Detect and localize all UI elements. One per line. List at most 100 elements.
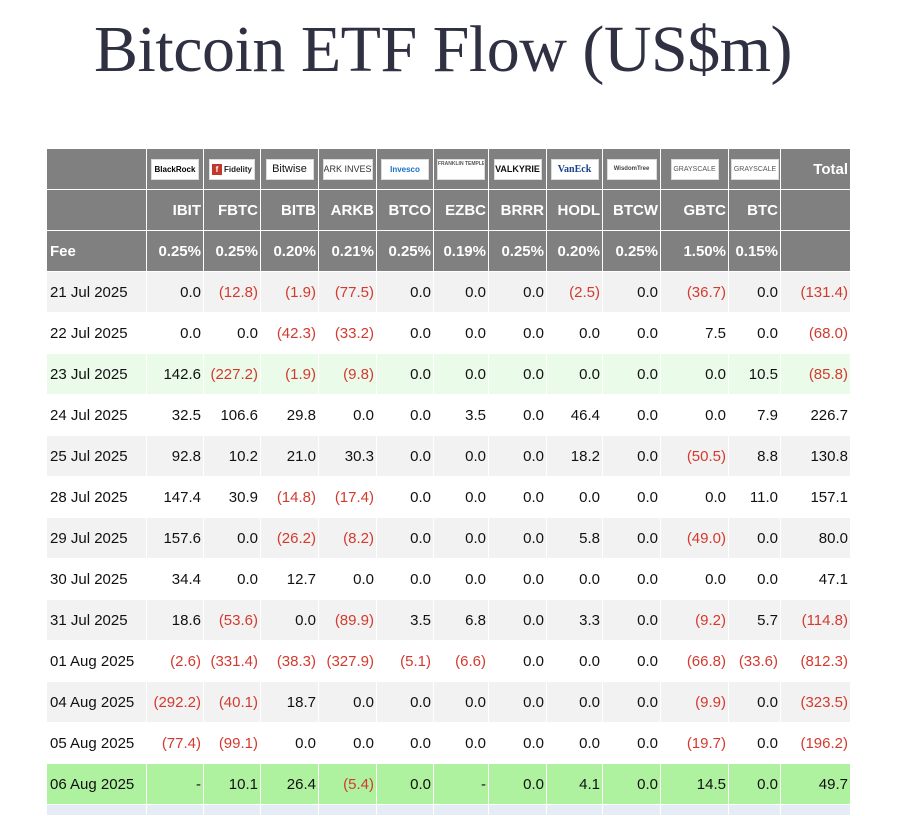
flow-cell: 30.9 [203,476,261,518]
flow-cell: 0.0 [376,722,434,764]
fee-cell: 0.25% [146,230,204,272]
flow-cell: (5.4) [318,763,377,805]
flow-cell: (26.2) [260,517,319,559]
ticker-header: ARKB [318,189,377,231]
flow-cell: 5.7 [728,599,781,641]
flow-cell: 0.0 [488,394,547,436]
table-row: 21 Jul 2025 0.0 (12.8) (1.9) (77.5) 0.0 0.0 0.0… [46,271,851,313]
flow-cell: (8.2) [318,517,377,559]
vaneck-logo: VanEck [550,158,599,180]
flow-cell: 0.0 [728,722,781,764]
date-cell: 04 Aug 2025 [46,681,147,723]
flow-cell: 0.0 [488,353,547,395]
flow-cell: (327.9) [318,640,377,682]
date-cell: 25 Jul 2025 [46,435,147,477]
flow-cell: 18.6 [146,599,204,641]
flow-cell: 0.0 [660,558,729,600]
total-cell: (196.2) [780,722,851,764]
flow-cell: 8.8 [728,435,781,477]
flow-cell: 0.0 [602,476,661,518]
flow-cell: 0.0 [318,681,377,723]
flow-cell: 6.8 [433,599,489,641]
ticker-header: BTC [728,189,781,231]
flow-cell: (1.9) [260,271,319,313]
flow-cell: (77.5) [318,271,377,313]
flow-cell: 0.0 [546,558,603,600]
flow-cell: 0.0 [488,312,547,354]
flow-cell: (89.9) [318,599,377,641]
flow-cell: 0.0 [376,476,434,518]
flow-cell: 7.5 [660,312,729,354]
flow-cell: 12.7 [260,558,319,600]
flow-cell: (33.6) [728,640,781,682]
date-cell: 28 Jul 2025 [46,476,147,518]
date-cell: 01 Aug 2025 [46,640,147,682]
fee-cell: 0.25% [488,230,547,272]
flow-cell: - [433,763,489,805]
total-cell: (812.3) [780,640,851,682]
flow-cell: 21.0 [260,435,319,477]
date-cell: 21 Jul 2025 [46,271,147,313]
flow-cell: (49.0) [660,517,729,559]
flow-cell: 3.5 [376,599,434,641]
flow-cell: 0.0 [728,271,781,313]
flow-cell: 46.4 [546,394,603,436]
flow-cell: 92.8 [146,435,204,477]
flow-table-body: 21 Jul 2025 0.0 (12.8) (1.9) (77.5) 0.0 0.0 0.0… [46,271,851,816]
flow-cell: 0.0 [203,517,261,559]
flow-cell: 0.0 [376,558,434,600]
corner-cell [46,148,147,190]
flow-cell: 0.0 [433,312,489,354]
flow-cell: 0.0 [602,599,661,641]
ticker-header: IBIT [146,189,204,231]
flow-cell: 0.0 [546,722,603,764]
flow-cell: (99.1) [203,722,261,764]
flow-cell: (1.9) [260,353,319,395]
franklin-templeton-logo: FRANKLIN TEMPLETON [437,158,485,180]
invesco-logo: Invesco [381,158,429,180]
fee-cell: 0.21% [318,230,377,272]
grayscale-logo: GRAYSCALE [670,158,719,180]
date-cell: 31 Jul 2025 [46,599,147,641]
flow-cell: (17.4) [318,476,377,518]
flow-cell: 0.0 [660,476,729,518]
flow-cell: 0.0 [728,763,781,805]
flow-cell: 0.0 [376,435,434,477]
flow-cell: 0.0 [376,312,434,354]
flow-cell: (50.5) [660,435,729,477]
flow-cell: (14.8) [260,476,319,518]
fidelity-mark-icon: f [211,163,222,175]
flow-cell: 0.0 [488,722,547,764]
flow-cell: 4.1 [546,763,603,805]
ticker-header: BTCO [376,189,434,231]
table-row: 04 Aug 2025 (292.2) (40.1) 18.7 0.0 0.0 0.0 0.0… [46,681,851,723]
table-row: 01 Aug 2025 (2.6) (331.4) (38.3) (327.9) (5.1… [46,640,851,682]
flow-cell: (66.8) [660,640,729,682]
table-row: 23 Jul 2025 142.6 (227.2) (1.9) (9.8) 0.0 0.0 0… [46,353,851,395]
fee-label: Fee [46,230,147,272]
total-cell: (131.4) [780,271,851,313]
flow-cell: (38.3) [260,640,319,682]
table-row-partial [46,804,851,816]
ticker-header: BITB [260,189,319,231]
total-cell: 226.7 [780,394,851,436]
flow-cell: 10.1 [203,763,261,805]
flow-cell: (9.8) [318,353,377,395]
flow-cell: 18.2 [546,435,603,477]
flow-cell: 0.0 [203,312,261,354]
flow-cell: (53.6) [203,599,261,641]
flow-cell: 0.0 [546,312,603,354]
fee-cell: 0.20% [260,230,319,272]
total-cell: 157.1 [780,476,851,518]
flow-cell: (5.1) [376,640,434,682]
flow-cell: 32.5 [146,394,204,436]
flow-cell: (36.7) [660,271,729,313]
date-cell: 24 Jul 2025 [46,394,147,436]
flow-cell: 0.0 [602,394,661,436]
flow-cell: 0.0 [433,722,489,764]
flow-cell: 0.0 [376,353,434,395]
flow-cell: 0.0 [602,312,661,354]
flow-cell: 34.4 [146,558,204,600]
flow-cell: 0.0 [433,517,489,559]
table-row: 28 Jul 2025 147.4 30.9 (14.8) (17.4) 0.0 0.0 0.… [46,476,851,518]
